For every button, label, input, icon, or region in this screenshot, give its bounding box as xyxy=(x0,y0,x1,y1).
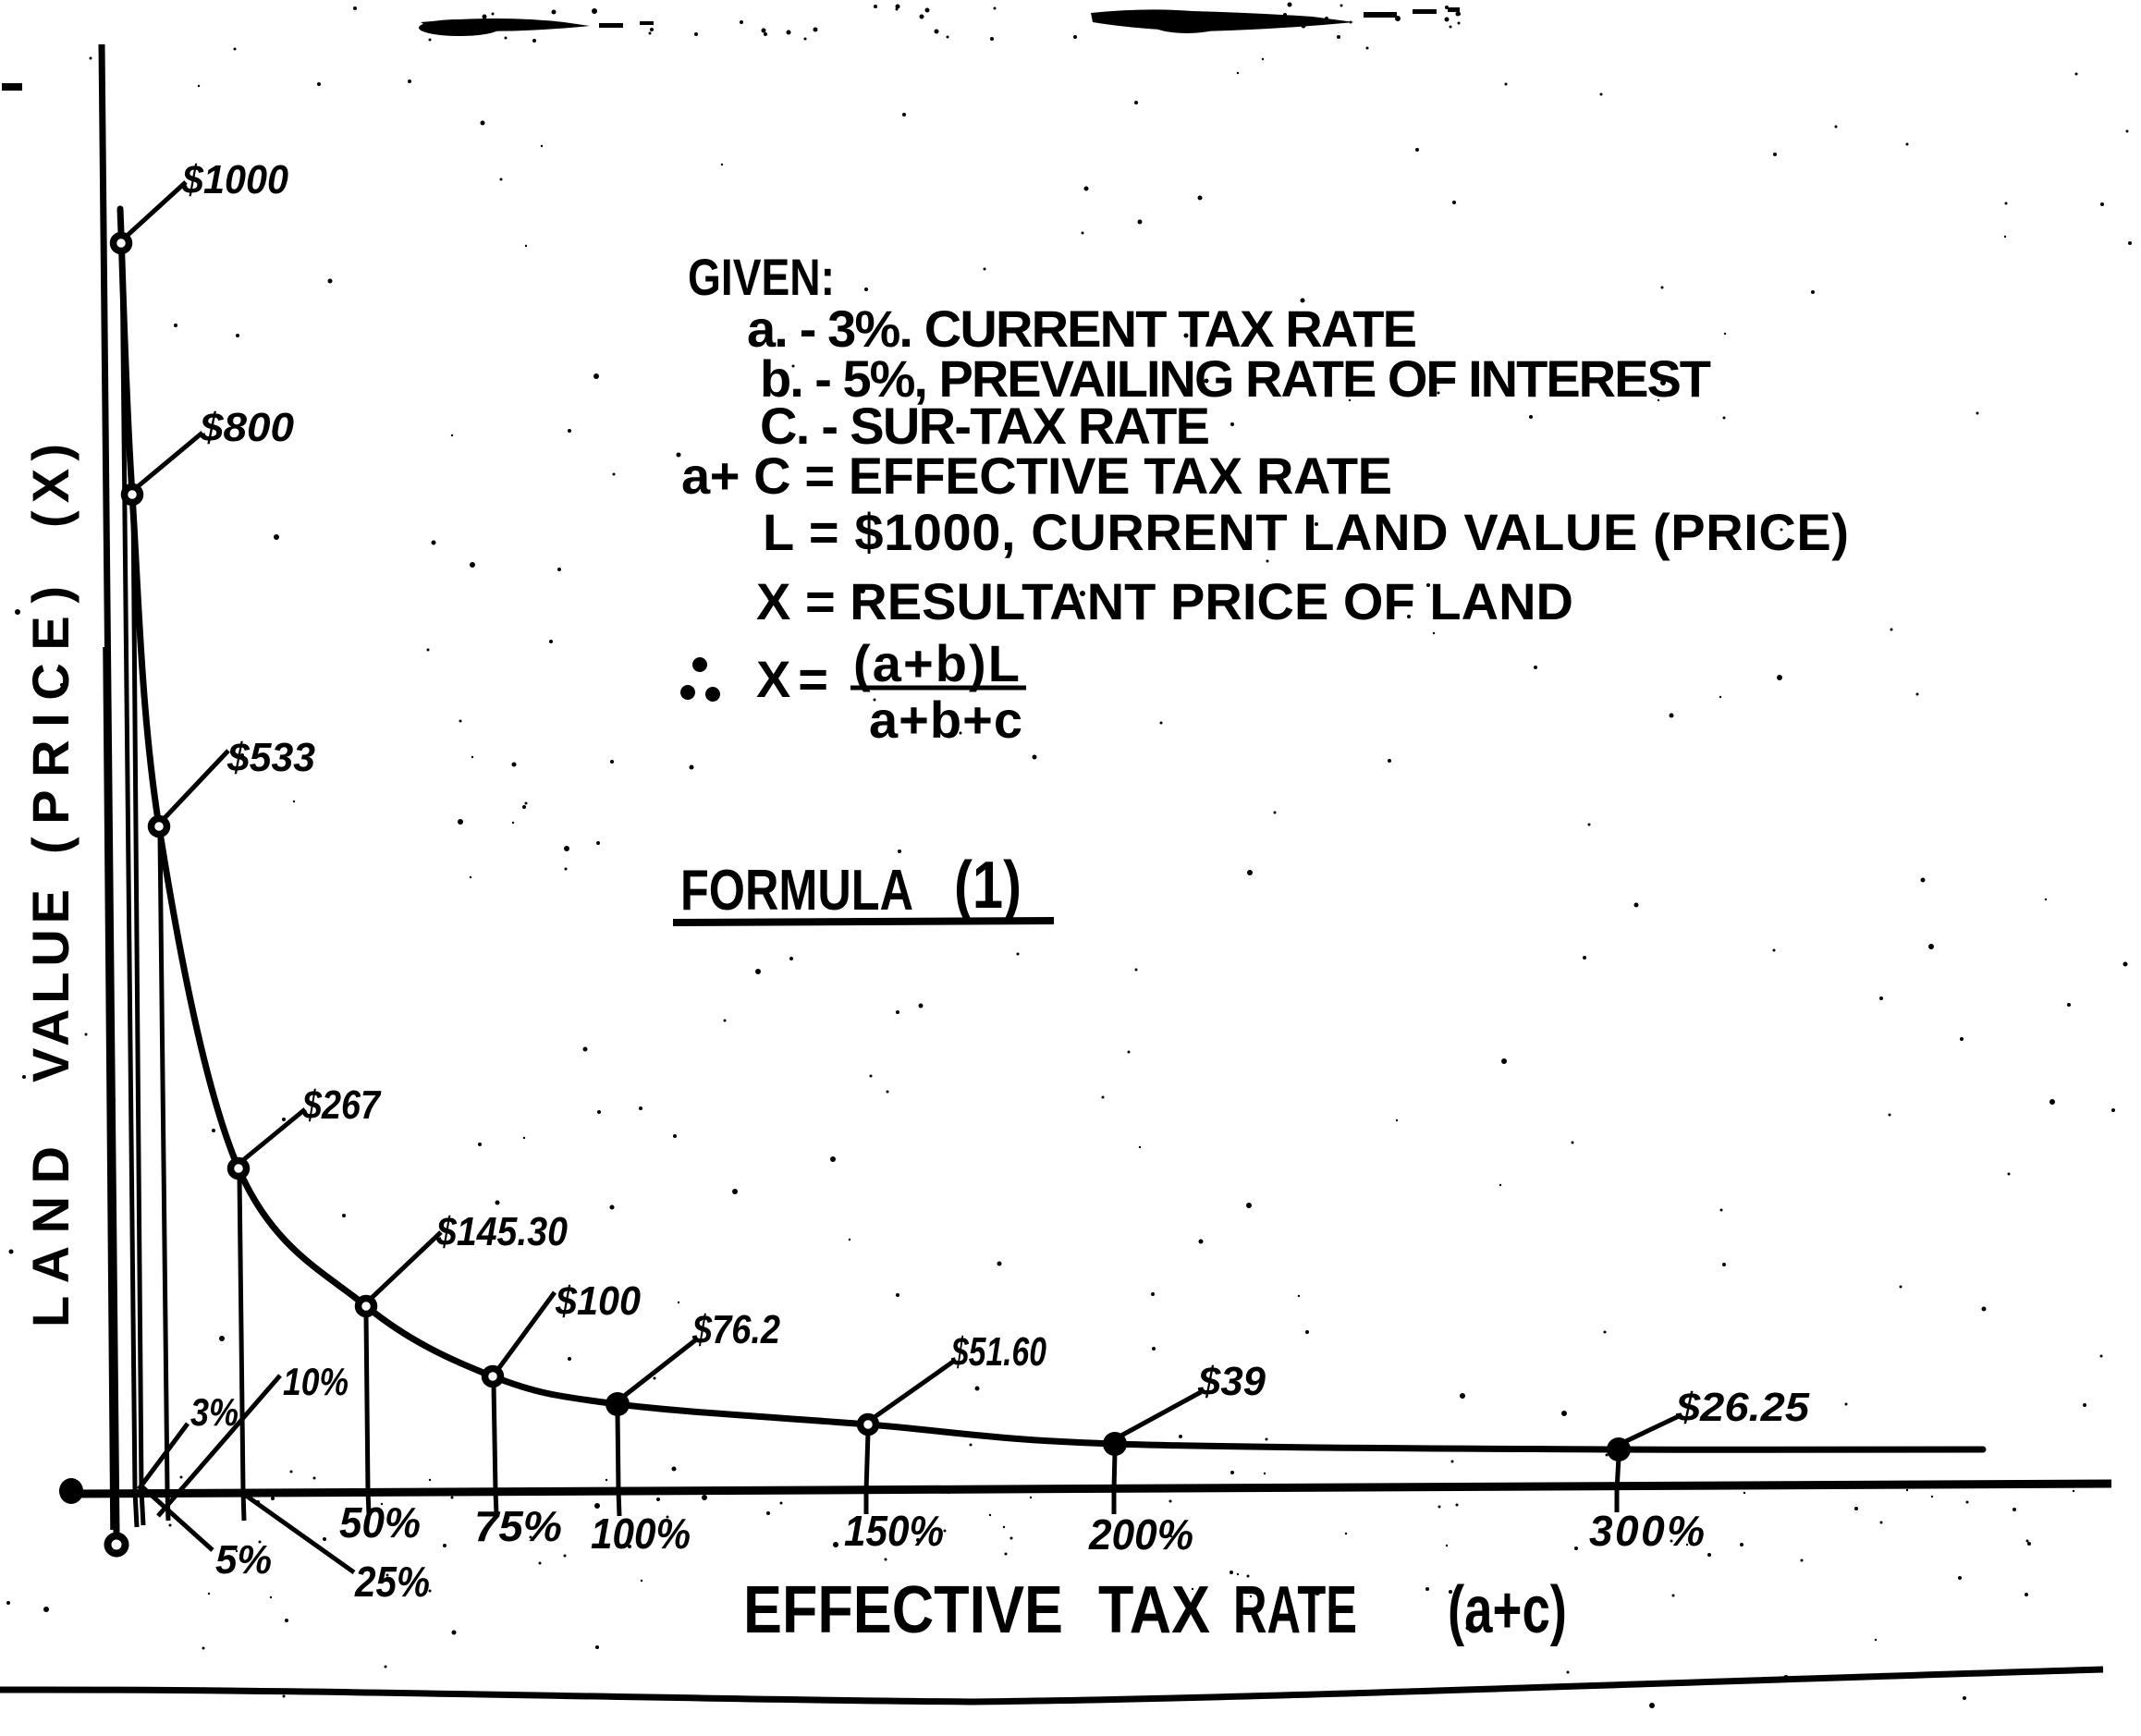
svg-text:300%: 300% xyxy=(1589,1507,1705,1555)
svg-text:75%: 75% xyxy=(474,1502,562,1550)
svg-text:a+b+c: a+b+c xyxy=(869,691,1022,749)
svg-text:$267: $267 xyxy=(301,1082,382,1128)
svg-text:FORMULA: FORMULA xyxy=(680,859,913,923)
svg-text:$800: $800 xyxy=(199,405,295,450)
svg-text:EFFECTIVE: EFFECTIVE xyxy=(743,1573,1063,1647)
svg-text:$76.2: $76.2 xyxy=(691,1307,780,1352)
svg-text:10%: 10% xyxy=(283,1360,349,1403)
svg-text:(1): (1) xyxy=(954,849,1022,923)
svg-text:$100: $100 xyxy=(555,1278,641,1324)
svg-text:(X): (X) xyxy=(21,444,80,528)
svg-text:(PRICE): (PRICE) xyxy=(21,586,80,854)
svg-text:$39: $39 xyxy=(1197,1359,1266,1404)
svg-text:100%: 100% xyxy=(591,1510,691,1558)
svg-text:3%: 3% xyxy=(190,1390,239,1434)
svg-text:(a+b)L: (a+b)L xyxy=(853,634,1020,692)
svg-text:RATE: RATE xyxy=(1233,1573,1357,1647)
svg-text:25%: 25% xyxy=(354,1558,430,1606)
svg-text:GIVEN:: GIVEN: xyxy=(688,248,835,306)
svg-text:b. - 5%, PREVAILING RATE OF IN: b. - 5%, PREVAILING RATE OF INTEREST xyxy=(760,349,1711,408)
svg-text:$533: $533 xyxy=(226,735,315,780)
svg-text:$26.25: $26.25 xyxy=(1675,1385,1810,1430)
svg-text:$1000: $1000 xyxy=(181,157,288,202)
svg-text:X = RESULTANT PRICE OF LAND: X = RESULTANT PRICE OF LAND xyxy=(756,572,1573,630)
svg-text:$51.60: $51.60 xyxy=(950,1329,1046,1375)
svg-text:a. - 3%. CURRENT TAX RATE: a. - 3%. CURRENT TAX RATE xyxy=(747,300,1417,358)
svg-text:TAX: TAX xyxy=(1098,1573,1210,1647)
svg-text:VALUE: VALUE xyxy=(21,889,80,1082)
svg-text:200%: 200% xyxy=(1088,1510,1193,1559)
svg-text:(a+c): (a+c) xyxy=(1448,1573,1567,1647)
svg-text:X =: X = xyxy=(756,650,828,708)
svg-text:L = $1000, CURRENT LAND VALUE: L = $1000, CURRENT LAND VALUE (PRICE) xyxy=(763,503,1849,561)
svg-text:$145.30: $145.30 xyxy=(435,1209,568,1254)
svg-text:50%: 50% xyxy=(339,1498,421,1547)
svg-text:5%: 5% xyxy=(215,1537,272,1583)
svg-text:C. - SUR-TAX RATE: C. - SUR-TAX RATE xyxy=(760,397,1210,455)
svg-text:150%: 150% xyxy=(844,1507,944,1555)
svg-text:a+ C = EFFECTIVE TAX RATE: a+ C = EFFECTIVE TAX RATE xyxy=(681,446,1392,505)
